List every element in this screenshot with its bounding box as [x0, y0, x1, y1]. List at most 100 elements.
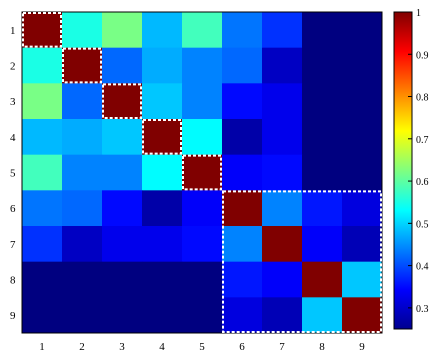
heatmap-cell-r9-c6 [222, 297, 263, 334]
heatmap-cell-r4-c5 [182, 119, 223, 156]
heatmap-cell-r9-c3 [102, 297, 143, 334]
heatmap-cell-r6-c3 [102, 190, 143, 227]
plot-frame [21, 11, 383, 334]
heatmap-cell-r6-c8 [302, 190, 343, 227]
heatmap-cell-r5-c1 [22, 154, 63, 191]
heatmap-cell-r1-c6 [222, 12, 263, 49]
highlight-block-6 [222, 190, 382, 333]
heatmap-cell-r5-c6 [222, 154, 263, 191]
x-tick-label-1: 1 [39, 341, 45, 353]
heatmap-cell-r6-c9 [342, 190, 383, 227]
heatmap-cell-r5-c2 [62, 154, 103, 191]
heatmap-cell-r4-c3 [102, 119, 143, 156]
heatmap-cell-r2-c2 [62, 47, 103, 84]
heatmap-cell-r3-c5 [182, 83, 223, 120]
x-tick-label-4: 4 [159, 341, 165, 353]
heatmap-cell-r7-c6 [222, 226, 263, 263]
heatmap-cell-r1-c1 [22, 12, 63, 49]
y-tick-label-4: 4 [10, 132, 16, 144]
heatmap-cell-r1-c9 [342, 12, 383, 49]
heatmap-cell-r8-c5 [182, 261, 223, 298]
heatmap-cell-r9-c4 [142, 297, 183, 334]
x-tick-label-8: 8 [319, 341, 325, 353]
heatmap-cell-r6-c7 [262, 190, 303, 227]
y-tick-label-9: 9 [10, 310, 16, 322]
heatmap-cell-r4-c6 [222, 119, 263, 156]
heatmap-cell-r6-c5 [182, 190, 223, 227]
y-tick-label-2: 2 [10, 61, 16, 73]
colorbar-tick-label: 0.9 [416, 50, 429, 61]
heatmap-cell-r1-c4 [142, 12, 183, 49]
y-tick-label-1: 1 [10, 25, 16, 37]
heatmap-cell-r7-c2 [62, 226, 103, 263]
heatmap-cell-r8-c6 [222, 261, 263, 298]
heatmap-cell-r2-c1 [22, 47, 63, 84]
heatmap-cell-r6-c1 [22, 190, 63, 227]
colorbar: 0.3 0.4 0.5 0.6 0.7 0.8 0.9 1 [393, 8, 429, 330]
heatmap-cell-r6-c4 [142, 190, 183, 227]
heatmap-cell-r1-c5 [182, 12, 223, 49]
heatmap-cell-r7-c5 [182, 226, 223, 263]
x-tick-label-7: 7 [279, 341, 285, 353]
colorbar-tick-label: 0.8 [416, 93, 429, 104]
heatmap-cell-r3-c6 [222, 83, 263, 120]
heatmap-cell-r8-c7 [262, 261, 303, 298]
heatmap-cell-r7-c7 [262, 226, 303, 263]
y-tick-label-7: 7 [10, 239, 16, 251]
heatmap-cell-r3-c2 [62, 83, 103, 120]
heatmap-cell-r5-c4 [142, 154, 183, 191]
heatmap-cell-r8-c1 [22, 261, 63, 298]
heatmap-cell-r7-c1 [22, 226, 63, 263]
x-tick-label-5: 5 [199, 341, 205, 353]
heatmap-cell-r2-c8 [302, 47, 343, 84]
heatmap-cell-r4-c1 [22, 119, 63, 156]
heatmap-cells [22, 12, 383, 334]
y-tick-label-3: 3 [10, 96, 16, 108]
heatmap-cell-r4-c4 [142, 119, 183, 156]
heatmap-cell-r1-c8 [302, 12, 343, 49]
heatmap-cell-r3-c9 [342, 83, 383, 120]
heatmap-cell-r2-c6 [222, 47, 263, 84]
heatmap-cell-r8-c2 [62, 261, 103, 298]
colorbar-gradient [393, 11, 413, 330]
heatmap-cell-r5-c8 [302, 154, 343, 191]
highlight-block-2 [62, 47, 102, 84]
x-tick-label-6: 6 [239, 341, 245, 353]
heatmap-cell-r9-c7 [262, 297, 303, 334]
heatmap-cell-r8-c4 [142, 261, 183, 298]
heatmap-cell-r6-c2 [62, 190, 103, 227]
heatmap-cell-r5-c5 [182, 154, 223, 191]
highlight-block-4 [142, 119, 182, 155]
colorbar-tick-label: 0.4 [416, 262, 429, 273]
heatmap-cell-r9-c9 [342, 297, 383, 334]
colorbar-tick-label: 1 [416, 8, 421, 19]
heatmap-cell-r1-c2 [62, 12, 103, 49]
colorbar-tick-label: 0.3 [416, 304, 429, 315]
heatmap-cell-r3-c3 [102, 83, 143, 120]
heatmap-cell-r8-c9 [342, 261, 383, 298]
colorbar-ticks: 0.3 0.4 0.5 0.6 0.7 0.8 0.9 1 [408, 8, 429, 315]
highlight-block-3 [102, 83, 142, 119]
heatmap-cell-r3-c4 [142, 83, 183, 120]
y-tick-label-8: 8 [10, 275, 16, 287]
heatmap-cell-r8-c3 [102, 261, 143, 298]
heatmap-cell-r3-c8 [302, 83, 343, 120]
heatmap-cell-r5-c3 [102, 154, 143, 191]
heatmap-cell-r2-c3 [102, 47, 143, 84]
heatmap-cell-r7-c3 [102, 226, 143, 263]
heatmap-cell-r9-c2 [62, 297, 103, 334]
x-tick-label-3: 3 [119, 341, 125, 353]
highlight-blocks [22, 12, 382, 333]
x-axis-ticks: 1 2 3 4 5 6 7 8 9 [39, 341, 365, 353]
heatmap-cell-r2-c7 [262, 47, 303, 84]
heatmap-cell-r7-c9 [342, 226, 383, 263]
heatmap-cell-r7-c8 [302, 226, 343, 263]
y-axis-ticks: 1 2 3 4 5 6 7 8 9 [10, 25, 16, 322]
heatmap-cell-r2-c5 [182, 47, 223, 84]
heatmap-cell-r4-c7 [262, 119, 303, 156]
heatmap-cell-r3-c1 [22, 83, 63, 120]
heatmap-cell-r4-c8 [302, 119, 343, 156]
heatmap-cell-r9-c1 [22, 297, 63, 334]
heatmap-cell-r9-c8 [302, 297, 343, 334]
